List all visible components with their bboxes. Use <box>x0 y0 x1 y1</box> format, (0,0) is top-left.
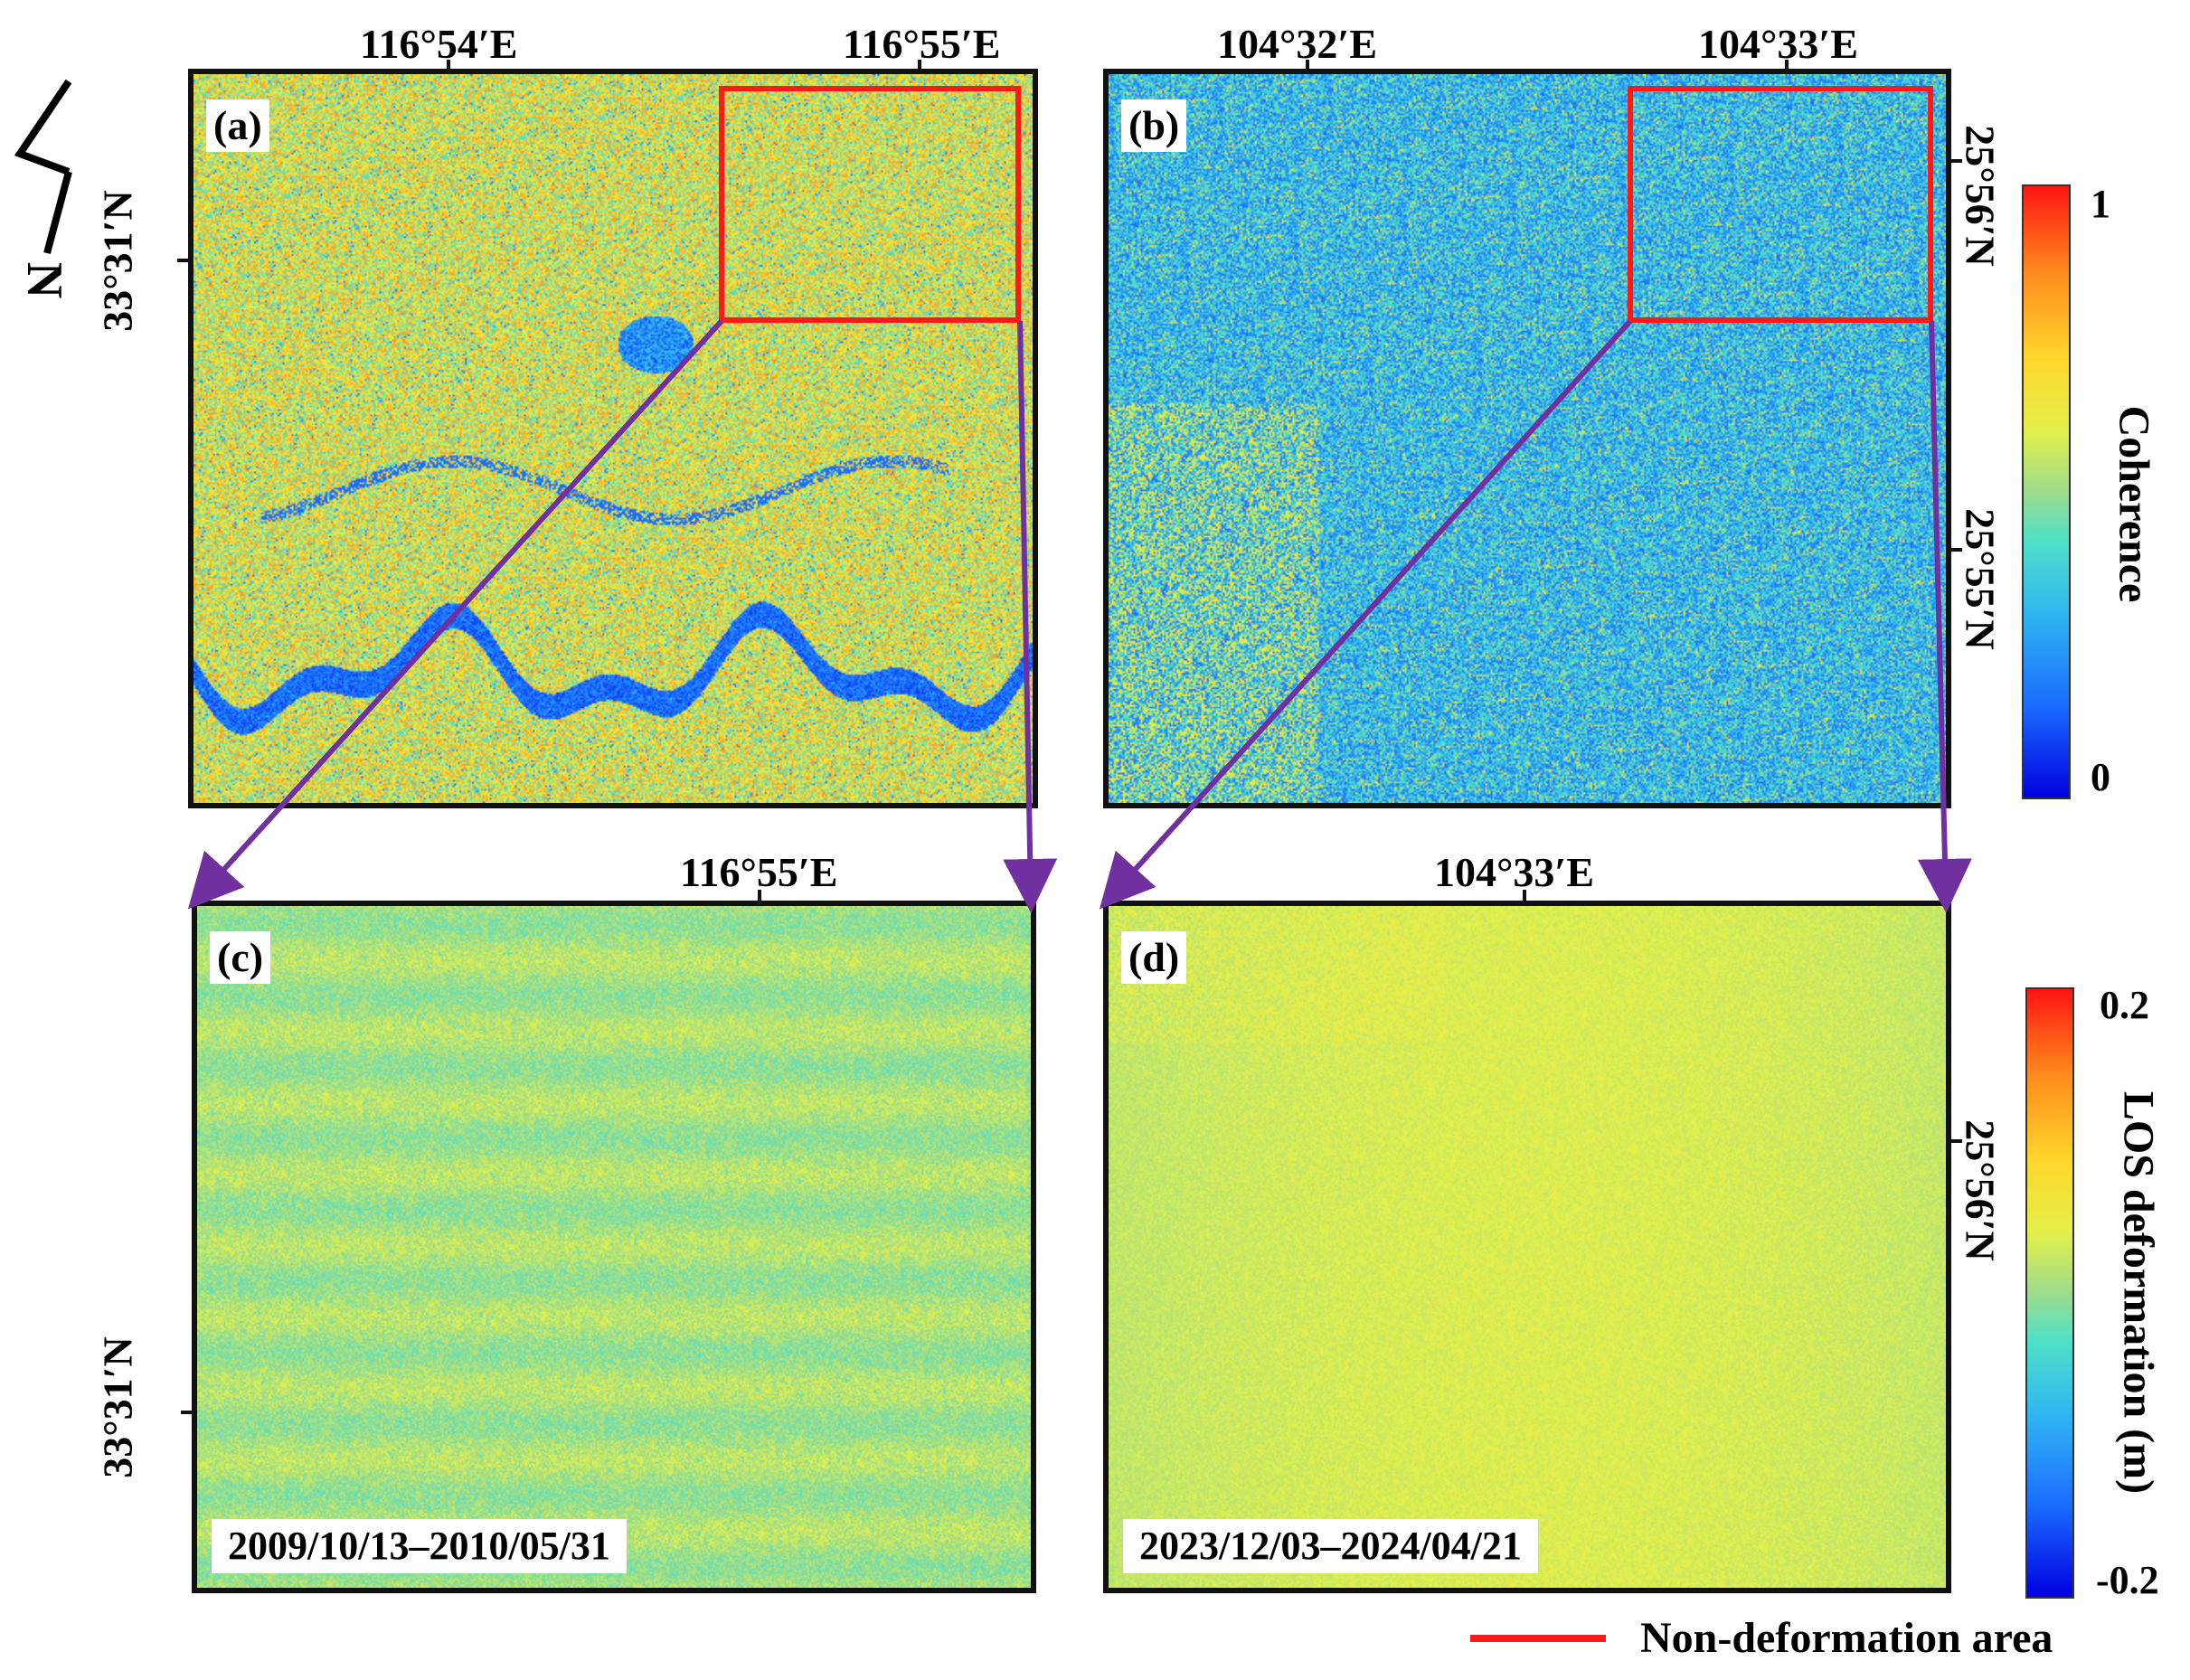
coherence-colorbar-title: Coherence <box>2110 405 2158 603</box>
legend-line-swatch <box>1470 1635 1606 1642</box>
deformation-colorbar <box>2025 987 2074 1599</box>
north-arrow-icon <box>14 79 72 255</box>
coherence-colorbar <box>2022 184 2071 799</box>
zoom-line-a-right <box>1003 320 1058 913</box>
panel-d-date-range: 2023/12/03–2024/04/21 <box>1123 1519 1538 1573</box>
deformation-colorbar-title: LOS deformation (m) <box>2114 1090 2163 1495</box>
panel-c-deformation-map <box>192 901 1036 1593</box>
deformation-max-label: 0.2 <box>2100 983 2149 1027</box>
non-deformation-box-a <box>719 86 1021 323</box>
panel-c-label: (c) <box>210 931 271 984</box>
tick <box>1951 159 1962 163</box>
panel-a-lon-tick-1: 116°54′E <box>360 21 518 67</box>
panel-c-date-range: 2009/10/13–2010/05/31 <box>212 1519 627 1573</box>
tick <box>1951 548 1962 552</box>
coherence-max-label: 1 <box>2091 182 2110 226</box>
tick <box>1306 60 1309 71</box>
panel-b-lon-tick-2: 104°33′E <box>1698 21 1859 67</box>
panel-d-lon-tick: 104°33′E <box>1434 849 1595 895</box>
tick <box>181 1411 192 1414</box>
panel-b-lon-tick-1: 104°32′E <box>1217 21 1378 67</box>
coherence-min-label: 0 <box>2091 755 2110 799</box>
panel-d-deformation-map <box>1103 901 1951 1593</box>
tick <box>1785 60 1789 71</box>
non-deformation-box-b <box>1628 86 1933 323</box>
panel-a-label: (a) <box>206 99 269 152</box>
tick <box>447 60 450 71</box>
deformation-map-d-raster <box>1109 906 1946 1588</box>
deformation-map-c-raster <box>197 906 1031 1588</box>
zoom-line-b-left <box>1099 318 1633 910</box>
legend-label: Non-deformation area <box>1640 1614 2053 1662</box>
tick <box>918 60 921 71</box>
panel-c-lon-tick: 116°55′E <box>680 849 838 895</box>
deformation-min-label: -0.2 <box>2096 1558 2159 1602</box>
zoom-line-a-left <box>187 318 724 910</box>
panel-a-lon-tick-2: 116°55′E <box>843 21 1001 67</box>
zoom-line-b-right <box>1917 320 1972 913</box>
tick <box>177 259 188 262</box>
tick <box>1523 890 1526 901</box>
tick <box>1951 1139 1962 1143</box>
panel-b-label: (b) <box>1121 99 1187 152</box>
north-arrow: N <box>13 72 76 298</box>
tick <box>758 890 761 901</box>
panel-d-label: (d) <box>1121 931 1187 984</box>
